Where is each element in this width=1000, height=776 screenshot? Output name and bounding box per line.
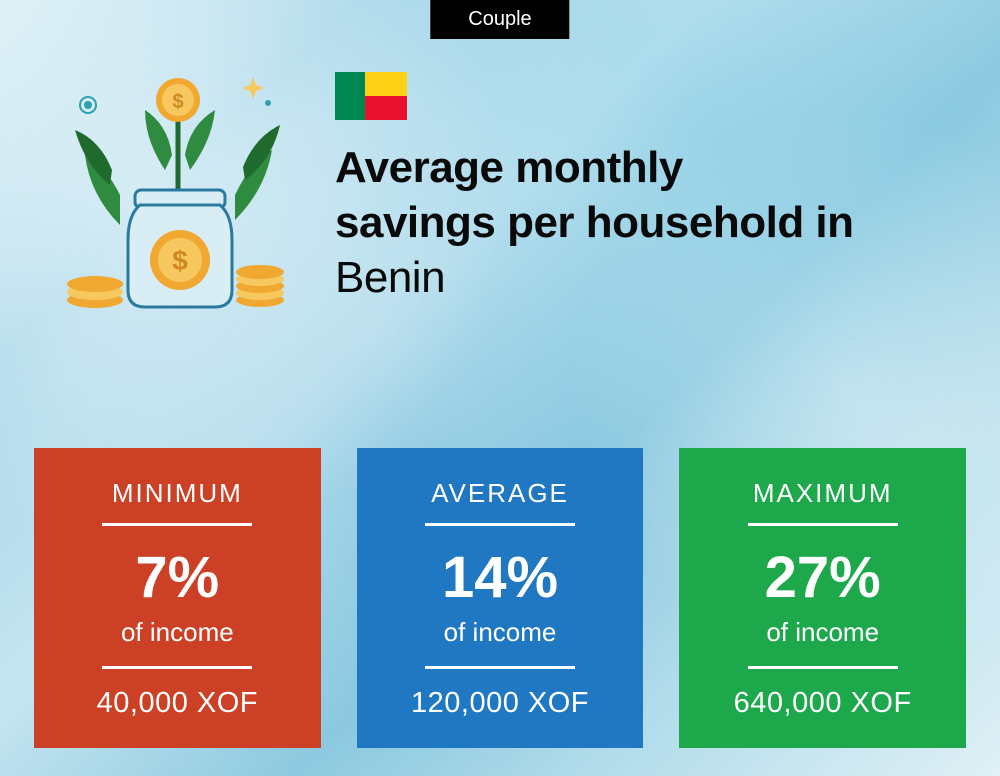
savings-jar-icon: $ [128, 190, 232, 307]
card-divider [425, 666, 575, 669]
stat-cards-row: MINIMUM 7% of income 40,000 XOF AVERAGE … [34, 448, 966, 748]
flag-green-stripe [335, 72, 365, 120]
card-percent: 27% [765, 544, 881, 611]
card-percent: 14% [442, 544, 558, 611]
card-label: AVERAGE [431, 478, 569, 509]
card-percent: 7% [135, 544, 219, 611]
card-subtext: of income [444, 617, 557, 648]
page-title: Average monthly savings per household in… [335, 140, 945, 305]
savings-jar-illustration: $ $ [50, 55, 300, 315]
svg-text:$: $ [172, 91, 183, 113]
title-country: Benin [335, 253, 445, 302]
card-amount: 120,000 XOF [411, 687, 589, 720]
coin-stack-left-icon [67, 276, 123, 308]
card-subtext: of income [766, 617, 879, 648]
stat-card-maximum: MAXIMUM 27% of income 640,000 XOF [679, 448, 966, 748]
benin-flag-icon [335, 72, 407, 120]
card-divider [102, 666, 252, 669]
category-badge: Couple [430, 0, 569, 39]
flag-red-stripe [365, 96, 407, 120]
card-subtext: of income [121, 617, 234, 648]
card-amount: 640,000 XOF [734, 687, 912, 720]
stat-card-average: AVERAGE 14% of income 120,000 XOF [357, 448, 644, 748]
card-amount: 40,000 XOF [97, 687, 258, 720]
card-divider [748, 666, 898, 669]
flag-yellow-stripe [365, 72, 407, 96]
card-label: MAXIMUM [753, 478, 893, 509]
top-coin-icon: $ [156, 78, 200, 122]
title-line-2: savings per household in [335, 198, 854, 247]
title-line-1: Average monthly [335, 143, 683, 192]
card-divider [102, 523, 252, 526]
coin-stack-right-icon [236, 265, 284, 307]
card-label: MINIMUM [112, 478, 243, 509]
svg-text:$: $ [172, 245, 188, 276]
card-divider [425, 523, 575, 526]
card-divider [748, 523, 898, 526]
stat-card-minimum: MINIMUM 7% of income 40,000 XOF [34, 448, 321, 748]
